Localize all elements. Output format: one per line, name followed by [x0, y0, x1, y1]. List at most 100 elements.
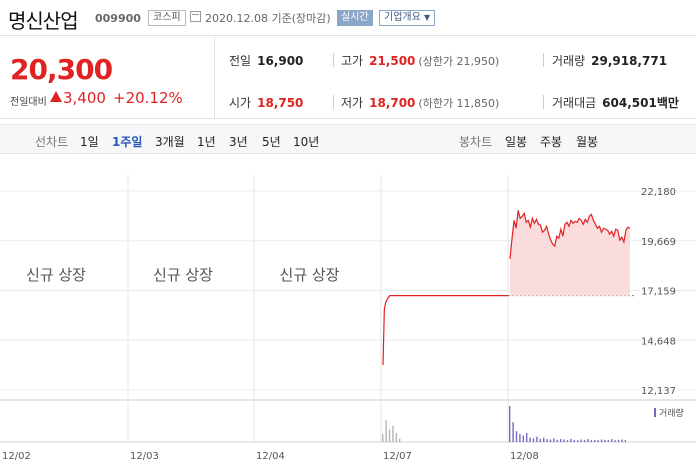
volume-bar [519, 434, 521, 442]
y-tick-label: 19,669 [641, 237, 676, 248]
volume-bar [607, 440, 609, 442]
volume-bar [546, 439, 548, 442]
high-value: 21,500 [369, 54, 416, 68]
period-1y[interactable]: 1년 [197, 135, 216, 149]
y-tick-label: 14,648 [641, 336, 676, 347]
open-value: 18,750 [257, 96, 304, 110]
price-area [510, 210, 630, 296]
new-listing-label: 신규 상장 [26, 266, 86, 284]
volume-bar [385, 420, 387, 442]
chart-period-bar: 선차트 1일 1주일 3개월 1년 3년 5년 10년 봉차트 일봉 주봉 월봉 [0, 124, 696, 154]
current-price: 20,300 [10, 53, 113, 86]
open-label: 시가 [229, 96, 252, 110]
amount-label: 거래대금 [552, 96, 597, 110]
volume-stat: 거래량 29,918,771 [552, 52, 667, 69]
volume-bar [556, 439, 558, 442]
period-3y[interactable]: 3년 [229, 135, 248, 149]
lower-limit: (하한가 11,850) [418, 97, 500, 110]
high-label: 고가 [341, 54, 364, 68]
upper-limit: (상한가 21,950) [418, 55, 500, 68]
price-chart[interactable]: 22,180 19,669 17,159 14,648 12,137 신규 상장 신규 상장… [0, 155, 696, 471]
volume-bar [617, 439, 620, 442]
candle-weekly[interactable]: 주봉 [540, 135, 563, 149]
volume-bar [600, 439, 603, 442]
volume-bar [580, 439, 582, 442]
low-value: 18,700 [369, 96, 416, 110]
volume-value: 29,918,771 [591, 54, 668, 68]
volume-bar [526, 433, 528, 442]
amount-stat: 거래대금 604,501백만 [552, 94, 679, 111]
y-tick-label: 12,137 [641, 386, 676, 397]
stock-name: 명신산업 [8, 9, 79, 33]
volume-bar [388, 429, 391, 442]
volume-bar [395, 433, 397, 442]
calendar-icon [190, 11, 201, 22]
divider [543, 95, 544, 109]
volume-bar [570, 438, 572, 442]
line-chart-label: 선차트 [35, 135, 69, 149]
volume-bar [512, 422, 514, 442]
y-tick-label: 22,180 [641, 187, 676, 198]
price-line [382, 295, 508, 365]
volume-legend-swatch [654, 408, 656, 417]
change-amount: 3,400 [63, 89, 106, 107]
realtime-button[interactable]: 실시간 [337, 10, 373, 26]
volume-bar [566, 440, 569, 442]
volume-bar [392, 425, 394, 442]
period-1w[interactable]: 1주일 [112, 135, 143, 149]
y-tick-label: 17,159 [641, 287, 676, 298]
period-10y[interactable]: 10년 [293, 135, 320, 149]
volume-bar [583, 439, 586, 442]
volume-bar [563, 439, 565, 442]
volume-bar [529, 437, 531, 442]
candle-monthly[interactable]: 월봉 [576, 135, 599, 149]
volume-legend-label: 거래량 [659, 407, 684, 419]
volume-bar [543, 437, 545, 442]
stock-code: 009900 [95, 12, 141, 25]
candle-daily[interactable]: 일봉 [505, 135, 528, 149]
x-tick-label: 12/02 [2, 451, 31, 462]
company-overview-label: 기업개요 [384, 12, 421, 23]
volume-bar [590, 440, 592, 442]
new-listing-label: 신규 상장 [280, 266, 340, 284]
candle-chart-label: 봉차트 [459, 135, 493, 149]
volume-bar [536, 436, 538, 442]
volume-bar [597, 440, 599, 442]
x-tick-label: 12/03 [130, 451, 159, 462]
volume-bar [522, 435, 524, 442]
period-3m[interactable]: 3개월 [155, 135, 185, 149]
period-5y[interactable]: 5년 [262, 135, 281, 149]
open-stat: 시가 18,750 [229, 94, 303, 111]
prev-close-stat: 전일 16,900 [229, 52, 303, 69]
volume-bar [587, 439, 589, 442]
up-triangle-icon [50, 91, 62, 102]
volume-bar [594, 439, 596, 442]
change-label: 전일대비 [10, 97, 47, 108]
volume-bar [611, 439, 613, 442]
chevron-down-icon: ▼ [424, 13, 431, 22]
price-line [509, 210, 631, 260]
volume-bar [560, 439, 562, 442]
volume-bar [573, 439, 575, 442]
x-tick-label: 12/04 [256, 451, 285, 462]
divider [543, 53, 544, 67]
company-overview-dropdown[interactable]: 기업개요 ▼ [379, 10, 436, 26]
volume-bar [399, 438, 401, 442]
volume-bar [621, 439, 623, 442]
volume-bar [549, 439, 552, 442]
x-tick-label: 12/07 [383, 451, 412, 462]
stock-header: 명신산업 009900 코스피 2020.12.08 기준(장마감) 실시간 기… [0, 0, 696, 36]
divider [333, 53, 334, 67]
volume-bar [539, 438, 541, 442]
volume-bar [624, 440, 626, 442]
quote-box: 20,300 전일대비 3,400 +20.12% 전일 16,900 고가 21,… [0, 37, 696, 119]
new-listing-label: 신규 상장 [153, 266, 213, 284]
volume-bar [553, 438, 555, 442]
low-stat: 저가 18,700 (하한가 11,850) [341, 94, 499, 111]
volume-bar [515, 431, 518, 442]
volume-bar [577, 440, 579, 442]
prev-close-value: 16,900 [257, 54, 304, 68]
low-label: 저가 [341, 96, 364, 110]
period-1d[interactable]: 1일 [80, 135, 99, 149]
high-stat: 고가 21,500 (상한가 21,950) [341, 52, 499, 69]
